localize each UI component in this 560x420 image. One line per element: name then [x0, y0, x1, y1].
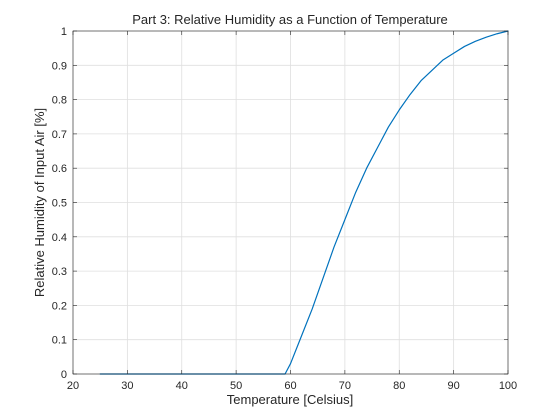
x-tick-label: 60 [284, 380, 296, 392]
y-tick-label: 0.6 [52, 163, 67, 175]
y-tick-label: 0.4 [52, 232, 67, 244]
y-tick-labels: 0 0.1 0.2 0.3 0.4 0.5 0.6 0.7 0.8 0.9 1 [52, 26, 67, 381]
y-tick-label: 0.9 [52, 60, 67, 72]
y-axis-label: Relative Humidity of Input Air [%] [32, 108, 47, 297]
x-axis-label: Temperature [Celsius] [227, 392, 353, 407]
y-tick-label: 0.1 [52, 335, 67, 347]
chart-title: Part 3: Relative Humidity as a Function … [132, 12, 448, 27]
y-tick-label: 0.5 [52, 198, 67, 210]
y-tick-label: 0.2 [52, 300, 67, 312]
x-tick-label: 30 [121, 380, 133, 392]
y-tick-label: 0 [61, 369, 67, 381]
x-tick-label: 100 [499, 380, 517, 392]
x-tick-label: 40 [176, 380, 188, 392]
y-tick-label: 0.7 [52, 129, 67, 141]
x-tick-label: 90 [448, 380, 460, 392]
y-tick-label: 0.3 [52, 266, 67, 278]
x-tick-label: 50 [230, 380, 242, 392]
y-tick-label: 1 [61, 26, 67, 38]
y-tick-label: 0.8 [52, 95, 67, 107]
x-tick-label: 70 [339, 380, 351, 392]
ticks [72, 30, 509, 375]
x-tick-label: 20 [67, 380, 79, 392]
x-tick-label: 80 [393, 380, 405, 392]
x-tick-labels: 20 30 40 50 60 70 80 90 100 [67, 380, 517, 392]
